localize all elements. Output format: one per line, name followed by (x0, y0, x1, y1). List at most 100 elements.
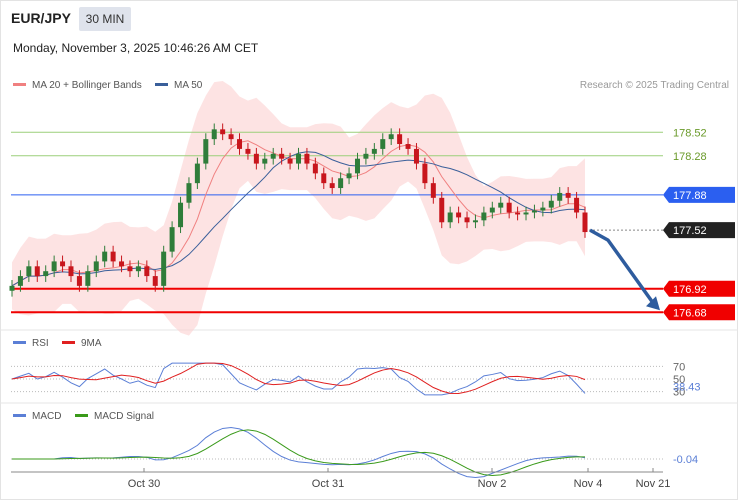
candle-body (296, 153, 301, 164)
legend-swatch-icon (13, 340, 26, 344)
legend-swatch-icon (62, 340, 75, 344)
legend-label: MACD Signal (94, 411, 155, 422)
candle-body (135, 266, 141, 272)
legend-macd-signal: MACD Signal (75, 411, 154, 422)
candle-body (279, 153, 285, 159)
candle-body (43, 271, 49, 277)
candle-body (430, 183, 436, 198)
candle-body (329, 183, 335, 189)
candle-body (548, 200, 554, 208)
legend-swatch-icon (13, 82, 26, 86)
candle-body (531, 210, 537, 213)
level-tag-176.92 (663, 280, 735, 297)
legend-macd: MACD (13, 411, 61, 422)
level-tag-177.52 (663, 222, 735, 239)
candle-body (203, 139, 209, 164)
candle-body (253, 153, 259, 164)
level-label-177.88: 177.88 (673, 190, 707, 202)
candle-body (481, 212, 487, 221)
candle-body (472, 220, 478, 223)
candle-body (346, 173, 352, 179)
legend-ma50: MA 50 (155, 80, 202, 91)
candle-body (76, 276, 82, 286)
candle-body (456, 212, 462, 218)
candle-body (245, 148, 251, 154)
legend-label: 9MA (81, 338, 102, 349)
candle-body (169, 227, 175, 252)
candle-body (152, 276, 158, 286)
legend-label: RSI (32, 338, 49, 349)
candle-body (287, 158, 293, 164)
level-tag-177.88 (663, 186, 735, 203)
legend-swatch-icon (13, 413, 26, 417)
candle-body (51, 261, 57, 272)
candle-body (194, 163, 200, 184)
legend-swatch-icon (75, 413, 88, 417)
candle-body (34, 266, 40, 277)
datetime-label: Monday, November 3, 2025 10:46:26 AM CET (13, 41, 259, 55)
candle-body (565, 192, 571, 198)
candle-body (397, 134, 403, 145)
candle-body (447, 212, 453, 223)
forecast-arrowhead (646, 296, 660, 311)
candle-body (270, 153, 276, 159)
candle-body (127, 266, 133, 272)
x-tick-label: Nov 21 (636, 478, 671, 490)
legend-label: MA 20 + Bollinger Bands (32, 80, 142, 91)
instrument-title: EUR/JPY (11, 10, 71, 26)
level-label-178.52: 178.52 (673, 127, 707, 139)
x-tick-label: Nov 4 (574, 478, 603, 490)
candle-body (262, 158, 268, 164)
level-label-176.68: 176.68 (673, 307, 707, 319)
macd-last-label: -0.04 (673, 454, 698, 466)
legend-rsi-9ma: 9MA (62, 338, 102, 349)
candle-body (413, 148, 419, 164)
timeframe-badge[interactable]: 30 MIN (79, 7, 131, 31)
level-label-177.52: 177.52 (673, 225, 707, 237)
rsi-level-label-70: 70 (673, 361, 685, 373)
candle-body (237, 139, 243, 149)
bollinger-band (12, 81, 585, 336)
candle-body (144, 266, 150, 277)
candle-body (110, 251, 116, 262)
forecast-arrow (589, 228, 656, 306)
candle-body (228, 134, 234, 140)
candle-body (363, 153, 369, 159)
candles-group (9, 123, 588, 297)
candle-body (304, 153, 310, 164)
candle-body (354, 158, 360, 174)
candle-body (557, 192, 563, 201)
candle-body (498, 202, 504, 208)
candle-body (312, 163, 318, 174)
macd-signal-line (12, 429, 586, 476)
credit-text: Research © 2025 Trading Central (579, 80, 729, 91)
level-label-176.92: 176.92 (673, 284, 707, 296)
candle-body (388, 134, 394, 140)
rsi-level-label-50: 50 (673, 374, 685, 386)
candle-body (371, 148, 377, 154)
legend-rsi: RSI (13, 338, 49, 349)
candle-body (380, 139, 386, 149)
candle-body (515, 212, 521, 215)
candle-body (582, 212, 588, 233)
candle-body (119, 261, 125, 267)
candle-body (93, 261, 99, 272)
candle-body (422, 163, 428, 184)
x-tick-label: Nov 2 (478, 478, 507, 490)
legend-swatch-icon (155, 82, 168, 86)
candle-body (211, 129, 217, 140)
candle-body (439, 197, 445, 223)
candle-body (102, 251, 108, 262)
x-tick-label: Oct 30 (128, 478, 160, 490)
candle-body (405, 144, 411, 149)
candle-body (68, 266, 74, 277)
macd-line (12, 427, 586, 479)
candle-body (9, 285, 15, 291)
candle-body (178, 202, 184, 228)
candle-body (17, 276, 23, 286)
candle-body (489, 207, 495, 213)
candle-body (574, 197, 580, 213)
candle-body (540, 207, 546, 211)
level-tag-176.68 (663, 304, 735, 321)
